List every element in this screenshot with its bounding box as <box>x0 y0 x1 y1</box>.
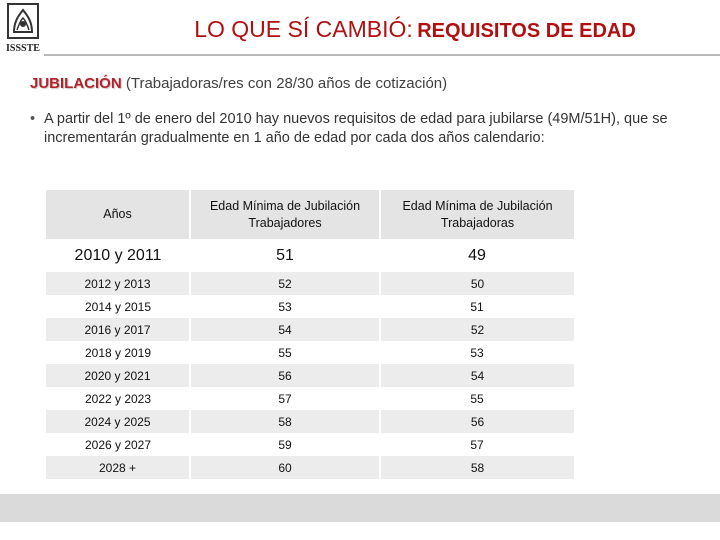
cell-men-age: 56 <box>189 364 380 387</box>
cell-women-age: 51 <box>470 299 484 314</box>
table-row: 2022 y 2023 57 55 <box>46 387 574 410</box>
cell-women-age: 52 <box>379 318 574 341</box>
cell-men-age: 58 <box>189 410 380 433</box>
title-main: LO QUE SÍ CAMBIÓ: <box>194 16 413 42</box>
requirements-table: Años Edad Mínima de Jubilación Trabajado… <box>46 190 574 479</box>
table-row: 2012 y 2013 52 50 <box>46 272 574 295</box>
cell-men-age: 60 <box>189 456 380 479</box>
cell-years: 2016 y 2017 <box>46 318 190 341</box>
title-divider <box>44 54 720 56</box>
cell-women-age: 54 <box>379 364 574 387</box>
bullet-text: A partir del 1º de enero del 2010 hay nu… <box>44 111 668 146</box>
bullet-paragraph: • A partir del 1º de enero del 2010 hay … <box>30 110 700 148</box>
table-header-row: Años Edad Mínima de Jubilación Trabajado… <box>46 190 574 239</box>
cell-men-age: 51 <box>276 246 294 264</box>
cell-women-age: 58 <box>379 456 574 479</box>
header-years: Años <box>46 190 190 239</box>
table-row: 2018 y 2019 55 53 <box>46 341 574 364</box>
section-title: JUBILACIÓN <box>30 75 122 92</box>
cell-men-age: 59 <box>278 437 292 452</box>
table-row: 2010 y 2011 51 49 <box>46 239 574 272</box>
cell-years: 2026 y 2027 <box>84 437 152 452</box>
issste-logo: ISSSTE <box>2 2 44 56</box>
header-men-age: Edad Mínima de Jubilación Trabajadores <box>189 190 380 239</box>
cell-men-age: 57 <box>278 391 292 406</box>
cell-years: 2010 y 2011 <box>74 246 162 264</box>
cell-men-age: 53 <box>278 299 292 314</box>
title-sub: REQUISITOS DE EDAD <box>417 20 636 42</box>
cell-women-age: 56 <box>379 410 574 433</box>
cell-women-age: 55 <box>470 391 484 406</box>
cell-men-age: 55 <box>278 345 292 360</box>
cell-years: 2012 y 2013 <box>46 272 190 295</box>
table-row: 2014 y 2015 53 51 <box>46 295 574 318</box>
cell-men-age: 52 <box>189 272 380 295</box>
cell-women-age: 50 <box>379 272 574 295</box>
cell-years: 2022 y 2023 <box>84 391 152 406</box>
page-title: LO QUE SÍ CAMBIÓ: REQUISITOS DE EDAD <box>0 16 720 43</box>
footer-bar <box>0 494 720 522</box>
cell-women-age: 49 <box>468 246 486 264</box>
cell-men-age: 54 <box>189 318 380 341</box>
cell-women-age: 53 <box>470 345 484 360</box>
cell-years: 2024 y 2025 <box>46 410 190 433</box>
bullet-icon: • <box>30 111 36 127</box>
table-row: 2020 y 2021 56 54 <box>46 364 574 387</box>
header-women-age: Edad Mínima de Jubilación Trabajadoras <box>379 190 574 239</box>
cell-years: 2028 + <box>46 456 190 479</box>
cell-years: 2020 y 2021 <box>46 364 190 387</box>
section-heading: JUBILACIÓN (Trabajadoras/res con 28/30 a… <box>30 75 447 92</box>
cell-years: 2014 y 2015 <box>84 299 152 314</box>
cell-women-age: 57 <box>470 437 484 452</box>
table-row: 2026 y 2027 59 57 <box>46 433 574 456</box>
logo-text: ISSSTE <box>6 43 40 54</box>
table-row: 2016 y 2017 54 52 <box>46 318 574 341</box>
table-row: 2028 + 60 58 <box>46 456 574 479</box>
cell-years: 2018 y 2019 <box>84 345 152 360</box>
section-note: (Trabajadoras/res con 28/30 años de coti… <box>125 75 448 92</box>
table-row: 2024 y 2025 58 56 <box>46 410 574 433</box>
